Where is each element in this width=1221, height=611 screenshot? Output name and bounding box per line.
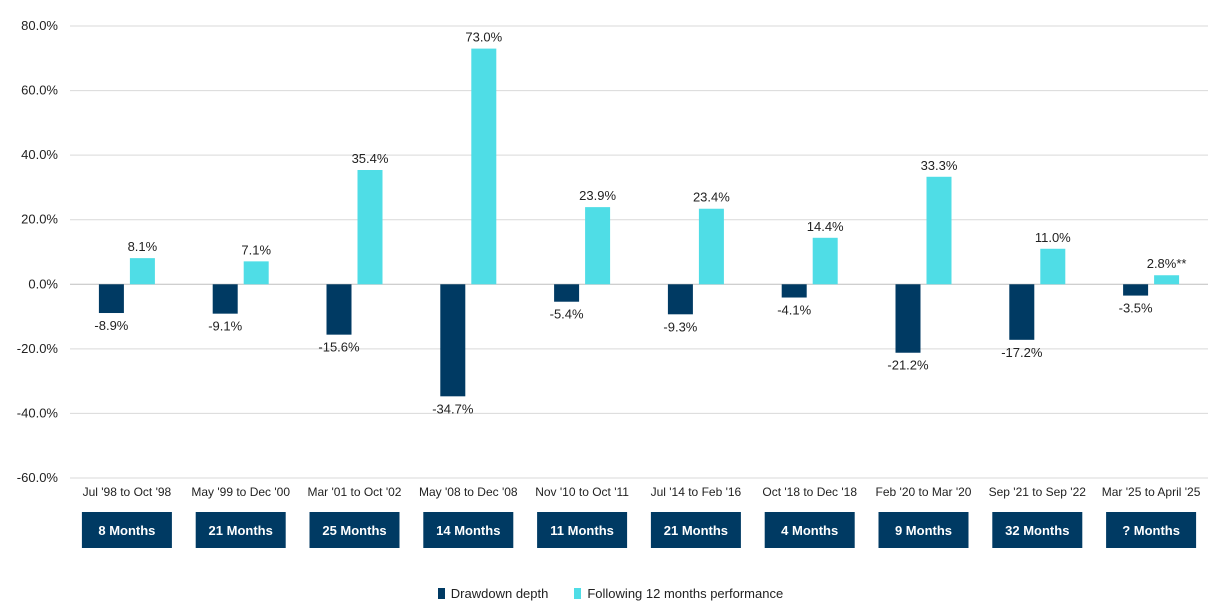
drawdown-data-label: -21.2% [887, 358, 929, 373]
duration-box [878, 512, 969, 548]
drawdown-bar [781, 284, 807, 298]
following-bar [698, 208, 724, 285]
following-data-label: 35.4% [352, 151, 389, 166]
x-axis: Jul '98 to Oct '98 May '99 to Dec '00 Mar … [83, 485, 1201, 499]
following-bar [926, 176, 952, 285]
y-tick-label: 60.0% [21, 83, 58, 98]
duration-box [650, 512, 741, 548]
bars [98, 48, 1180, 397]
drawdown-bar [326, 284, 352, 335]
drawdown-bar [1123, 284, 1149, 296]
following-bar [585, 207, 611, 285]
drawdown-data-label: -34.7% [432, 401, 474, 416]
category-label: May '08 to Dec '08 [419, 485, 518, 499]
following-bar [129, 258, 155, 285]
category-label: Jul '98 to Oct '98 [83, 485, 172, 499]
drawdown-data-label: -3.5% [1119, 301, 1153, 316]
category-label: Mar '25 to April '25 [1102, 485, 1201, 499]
drawdown-bar [554, 284, 580, 302]
category-label: Sep '21 to Sep '22 [989, 485, 1087, 499]
data-labels: -8.9% 8.1% -9.1% 7.1% -15.6% 35.4% -34.7% 73.0%… [94, 30, 1186, 417]
y-tick-label: -20.0% [17, 341, 59, 356]
duration-box [81, 512, 172, 548]
duration-box [537, 512, 628, 548]
legend-swatch-following [574, 588, 582, 599]
drawdown-data-label: -8.9% [94, 318, 128, 333]
duration-label: 11 Months [550, 523, 614, 538]
y-tick-label: 80.0% [21, 18, 58, 33]
following-bar [471, 48, 497, 285]
legend-item-following: Following 12 months performance [574, 586, 783, 601]
drawdown-bar [895, 284, 921, 353]
category-label: Feb '20 to Mar '20 [876, 485, 972, 499]
y-tick-label: -40.0% [17, 405, 59, 420]
drawdown-data-label: -5.4% [550, 307, 584, 322]
drawdown-data-label: -17.2% [1001, 345, 1043, 360]
duration-label: 14 Months [436, 523, 500, 538]
y-tick-label: 40.0% [21, 147, 58, 162]
following-bar [243, 261, 269, 285]
duration-label: 25 Months [322, 523, 386, 538]
duration-box [764, 512, 855, 548]
legend-swatch-drawdown [437, 588, 445, 599]
drawdown-bar [1009, 284, 1035, 340]
duration-label: 8 Months [98, 523, 155, 538]
drawdown-bar [212, 284, 238, 314]
drawdown-bar [440, 284, 466, 397]
duration-label: 32 Months [1005, 523, 1069, 538]
duration-box [195, 512, 286, 548]
following-data-label: 33.3% [921, 158, 958, 173]
y-axis: 80.0% 60.0% 40.0% 20.0% 0.0% -20.0% -40.0% -60.… [17, 18, 59, 485]
following-data-label: 2.8%** [1147, 256, 1187, 271]
y-tick-label: 0.0% [28, 276, 58, 291]
following-bar [812, 237, 838, 285]
duration-box [309, 512, 400, 548]
category-label: Mar '01 to Oct '02 [308, 485, 402, 499]
legend-item-drawdown: Drawdown depth [437, 586, 549, 601]
category-label: Jul '14 to Feb '16 [651, 485, 742, 499]
y-tick-label: 20.0% [21, 212, 58, 227]
legend-label-drawdown: Drawdown depth [450, 586, 549, 601]
following-bar [1040, 248, 1066, 285]
following-data-label: 11.0% [1035, 230, 1071, 245]
drawdown-data-label: -9.1% [208, 319, 242, 334]
legend: Drawdown depth Following 12 months perfo… [0, 586, 1221, 601]
duration-label: 9 Months [895, 523, 952, 538]
following-data-label: 23.9% [579, 188, 616, 203]
following-data-label: 8.1% [128, 239, 158, 254]
drawdown-data-label: -15.6% [318, 340, 360, 355]
category-label: May '99 to Dec '00 [191, 485, 290, 499]
drawdown-bar [667, 284, 693, 315]
drawdown-data-label: -4.1% [777, 303, 811, 318]
duration-box [992, 512, 1083, 548]
category-label: Nov '10 to Oct '11 [535, 485, 629, 499]
duration-boxes: 8 Months 21 Months 25 Months 14 Months 11 Mo… [81, 512, 1197, 548]
category-label: Oct '18 to Dec '18 [762, 485, 857, 499]
following-data-label: 14.4% [807, 219, 844, 234]
duration-label: 4 Months [781, 523, 838, 538]
legend-label-following: Following 12 months performance [587, 586, 784, 601]
following-data-label: 73.0% [465, 30, 502, 45]
following-data-label: 7.1% [241, 242, 271, 257]
duration-label: ? Months [1122, 523, 1180, 538]
drawdown-data-label: -9.3% [663, 319, 697, 334]
drawdown-bar [98, 284, 124, 314]
duration-label: 21 Months [664, 523, 728, 538]
duration-label: 21 Months [209, 523, 273, 538]
following-bar [357, 169, 383, 285]
following-bar [1154, 275, 1180, 285]
duration-box [423, 512, 514, 548]
duration-box [1106, 512, 1197, 548]
y-tick-label: -60.0% [17, 470, 59, 485]
following-data-label: 23.4% [693, 190, 730, 205]
